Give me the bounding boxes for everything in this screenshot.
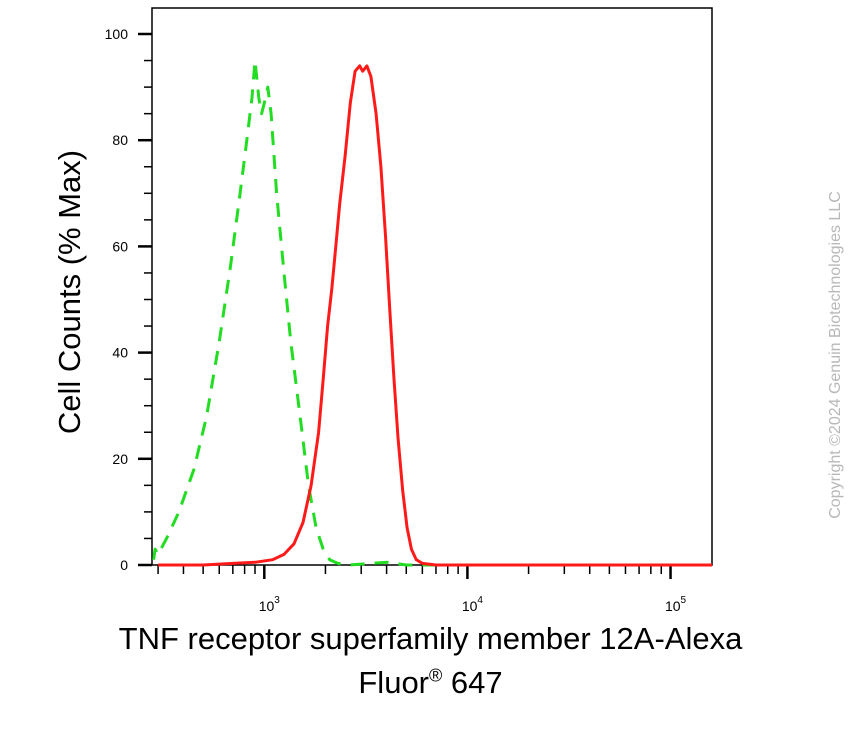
histogram-chart: 0 20 40 60 80 100 103 104 105 Cell Counts (% Ma… bbox=[52, 7, 844, 614]
x-axis-label-main: Fluor bbox=[358, 665, 430, 700]
series-line-solid-sample bbox=[158, 64, 712, 567]
x-tick-label: 104 bbox=[462, 595, 484, 614]
x-axis: 103 104 105 bbox=[157, 565, 687, 614]
plot-border bbox=[151, 7, 713, 566]
x-axis-label-line1: TNF receptor superfamily member 12A-Alex… bbox=[118, 621, 743, 656]
x-axis-label-line2: Fluor® 647 bbox=[0, 664, 861, 701]
series-layer bbox=[152, 59, 712, 567]
y-tick-label: 100 bbox=[105, 26, 129, 42]
series-line-dashed-control bbox=[152, 59, 712, 567]
registered-mark: ® bbox=[429, 665, 443, 686]
y-tick-label: 0 bbox=[120, 557, 128, 573]
x-tick-label: 105 bbox=[665, 595, 687, 614]
y-axis-label: Cell Counts (% Max) bbox=[52, 150, 87, 434]
y-tick-label: 40 bbox=[112, 345, 128, 361]
plot-frame bbox=[151, 7, 713, 566]
x-tick-label: 103 bbox=[259, 595, 281, 614]
y-tick-label: 20 bbox=[112, 451, 128, 467]
y-tick-label: 80 bbox=[112, 132, 128, 148]
y-tick-label: 60 bbox=[112, 238, 128, 254]
copyright-watermark: Copyright ©2024 Genuin Biotechnologies L… bbox=[827, 191, 844, 519]
x-axis-label-tail: 647 bbox=[442, 665, 503, 700]
y-axis: 0 20 40 60 80 100 bbox=[105, 26, 152, 573]
